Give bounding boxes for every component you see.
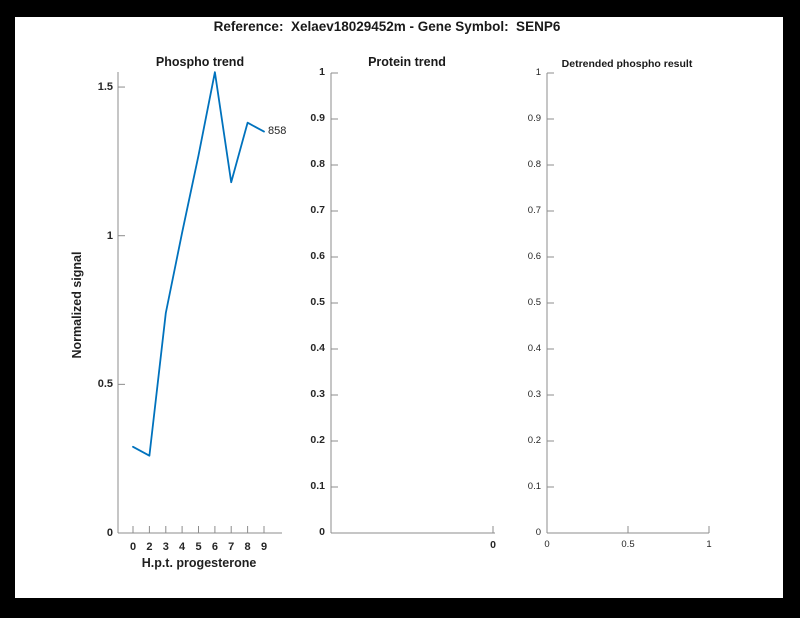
phospho-trend-title: Phospho trend	[155, 55, 245, 69]
protein-trend-title: Protein trend	[368, 55, 446, 69]
endpoint-annotation: 858	[268, 125, 287, 137]
data-line	[132, 71, 265, 457]
figure-suptitle: Reference: Xelaev18029452m - Gene Symbol…	[213, 19, 561, 34]
matlab-figure: Reference: Xelaev18029452m - Gene Symbol…	[15, 17, 783, 598]
x-axis-label: H.p.t. progesterone	[141, 556, 257, 570]
axes-canvas	[117, 71, 710, 534]
detrended-phospho-title: Detrended phospho result	[561, 58, 693, 70]
